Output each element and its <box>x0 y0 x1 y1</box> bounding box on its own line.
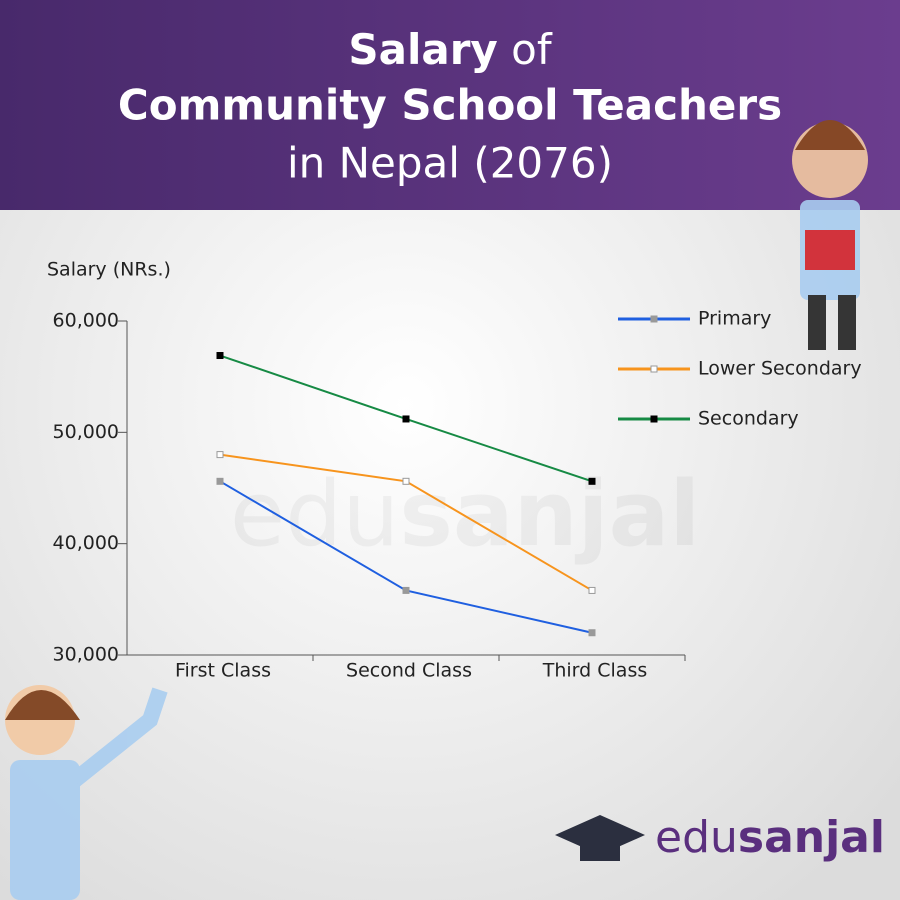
title-line: Community School Teachers <box>118 81 782 130</box>
title-part: of <box>511 25 553 74</box>
legend-label: Secondary <box>698 408 799 430</box>
x-tick-label: Second Class <box>346 660 472 682</box>
watermark-part: edu <box>230 462 400 567</box>
legend-marker <box>650 365 658 373</box>
point-marker <box>588 586 596 594</box>
student-illustration <box>5 685 168 900</box>
teacher-illustration <box>792 120 868 350</box>
x-tick-label: Third Class <box>542 660 648 682</box>
point-marker <box>402 415 410 423</box>
brand-part: edu <box>655 812 738 863</box>
title-line: Salary of <box>348 25 552 74</box>
y-tick-label: 50,000 <box>53 421 119 443</box>
point-marker <box>402 586 410 594</box>
legend-label: Primary <box>698 308 771 330</box>
point-marker <box>588 477 596 485</box>
legend-marker <box>650 415 658 423</box>
point-marker <box>216 352 224 360</box>
header <box>0 0 900 210</box>
watermark-part: sanjal <box>399 462 700 567</box>
y-tick-label: 40,000 <box>53 532 119 554</box>
x-tick-label: First Class <box>175 660 271 682</box>
legend-label: Lower Secondary <box>698 358 862 380</box>
legend-marker <box>650 315 658 323</box>
watermark: edusanjal <box>230 462 700 567</box>
point-marker <box>402 477 410 485</box>
point-marker <box>216 451 224 459</box>
point-marker <box>216 477 224 485</box>
logo: edusanjal <box>555 812 885 863</box>
y-axis-label: Salary (NRs.) <box>47 259 171 281</box>
y-tick-label: 60,000 <box>53 310 119 332</box>
title-line: in Nepal (2076) <box>287 139 613 188</box>
y-tick-label: 30,000 <box>53 644 119 666</box>
brand-part: sanjal <box>738 812 885 863</box>
point-marker <box>588 629 596 637</box>
brand-text: edusanjal <box>655 812 885 863</box>
title-part: Salary <box>348 25 497 74</box>
